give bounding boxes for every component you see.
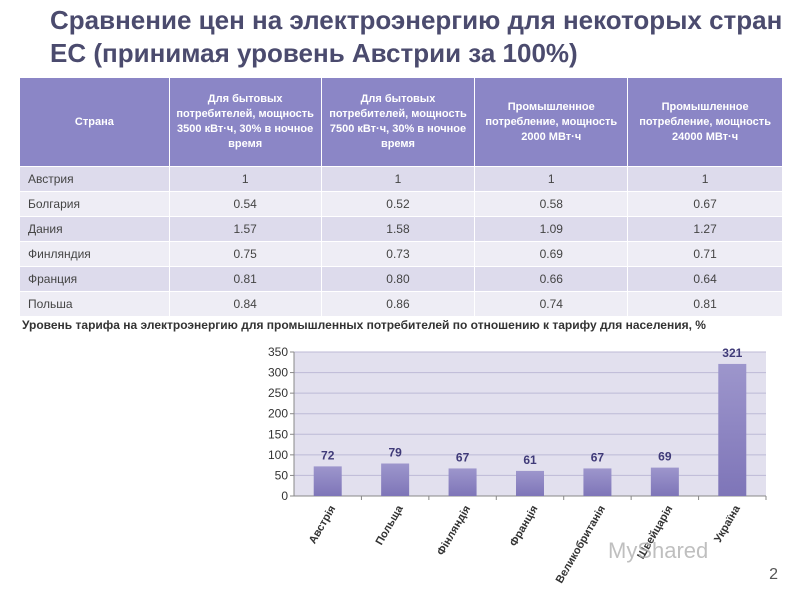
- value-cell: 0.80: [321, 266, 476, 292]
- value-cell: 0.74: [474, 291, 629, 316]
- value-cell: 0.86: [321, 291, 476, 316]
- value-cell: 0.75: [169, 241, 322, 267]
- bar-value-label: 61: [523, 453, 537, 467]
- y-tick-label: 200: [268, 407, 288, 421]
- category-label: Великобританія: [554, 504, 608, 586]
- slide-title: Сравнение цен на электроэнергию для неко…: [50, 5, 783, 68]
- header-household-7500: Для бытовых потребителей, мощность 7500 …: [321, 78, 476, 167]
- value-cell: 1: [321, 166, 476, 192]
- table-header-row: Страна Для бытовых потребителей, мощност…: [20, 78, 782, 167]
- price-comparison-table: Страна Для бытовых потребителей, мощност…: [20, 78, 782, 316]
- category-label: Франція: [508, 504, 541, 549]
- chart-caption: Уровень тарифа на электроэнергию для про…: [22, 318, 706, 332]
- tariff-bar-chart: 0 50 100 150 200 250 300 350 72 Австрія 79 Польща 67…: [268, 345, 767, 586]
- table-row: Болгария 0.54 0.52 0.58 0.67: [20, 191, 782, 217]
- value-cell: 0.58: [474, 191, 629, 217]
- value-cell: 0.54: [169, 191, 322, 217]
- value-cell: 0.81: [169, 266, 322, 292]
- bar-value-label: 69: [658, 450, 672, 464]
- value-cell: 0.73: [321, 241, 476, 267]
- value-cell: 1.27: [627, 216, 782, 242]
- country-cell: Дания: [20, 216, 170, 242]
- table-row: Австрия 1 1 1 1: [20, 166, 782, 192]
- bar-value-label: 67: [591, 450, 605, 464]
- bar-value-label: 321: [722, 346, 742, 360]
- value-cell: 1: [169, 166, 322, 192]
- country-cell: Австрия: [20, 166, 170, 192]
- category-label: Фінляндія: [435, 504, 473, 558]
- bar-value-label: 72: [321, 448, 335, 462]
- bar: [650, 467, 679, 496]
- bar: [448, 468, 477, 496]
- value-cell: 1.57: [169, 216, 322, 242]
- bar-value-label: 79: [388, 445, 402, 459]
- value-cell: 0.84: [169, 291, 322, 316]
- category-label: Австрія: [307, 504, 338, 546]
- table-row: Польша 0.84 0.86 0.74 0.81: [20, 291, 782, 316]
- y-tick-label: 50: [275, 468, 289, 482]
- y-tick-label: 250: [268, 386, 288, 400]
- y-tick-label: 300: [268, 366, 288, 380]
- page-number: 2: [769, 566, 778, 583]
- y-tick-label: 100: [268, 448, 288, 462]
- bar: [313, 466, 342, 496]
- value-cell: 0.81: [627, 291, 782, 316]
- header-household-3500: Для бытовых потребителей, мощность 3500 …: [169, 78, 322, 167]
- value-cell: 1: [627, 166, 782, 192]
- bar: [381, 463, 410, 496]
- bar: [516, 470, 544, 496]
- table-row: Франция 0.81 0.80 0.66 0.64: [20, 266, 782, 292]
- value-cell: 1.58: [321, 216, 476, 242]
- y-tick-label: 0: [281, 489, 288, 503]
- value-cell: 0.64: [627, 266, 782, 292]
- table-row: Дания 1.57 1.58 1.09 1.27: [20, 216, 782, 242]
- header-industrial-24000: Промышленное потребление, мощность 24000…: [627, 78, 782, 167]
- country-cell: Финляндия: [20, 241, 170, 267]
- country-cell: Польша: [20, 291, 170, 316]
- y-tick-label: 150: [268, 427, 288, 441]
- value-cell: 0.71: [627, 241, 782, 267]
- category-label: Польща: [374, 503, 407, 548]
- value-cell: 0.67: [627, 191, 782, 217]
- header-industrial-2000: Промышленное потребление, мощность 2000 …: [474, 78, 629, 167]
- y-tick-label: 350: [268, 345, 288, 359]
- category-label: Україна: [712, 503, 743, 545]
- bar: [718, 363, 747, 496]
- table-row: Финляндия 0.75 0.73 0.69 0.71: [20, 241, 782, 267]
- bar: [583, 468, 612, 496]
- value-cell: 1.09: [474, 216, 629, 242]
- header-country: Страна: [20, 78, 170, 167]
- value-cell: 0.69: [474, 241, 629, 267]
- country-cell: Франция: [20, 266, 170, 292]
- watermark-logo: MyShared: [608, 538, 709, 563]
- value-cell: 0.66: [474, 266, 629, 292]
- country-cell: Болгария: [20, 191, 170, 217]
- value-cell: 0.52: [321, 191, 476, 217]
- value-cell: 1: [474, 166, 629, 192]
- bar-value-label: 67: [456, 450, 470, 464]
